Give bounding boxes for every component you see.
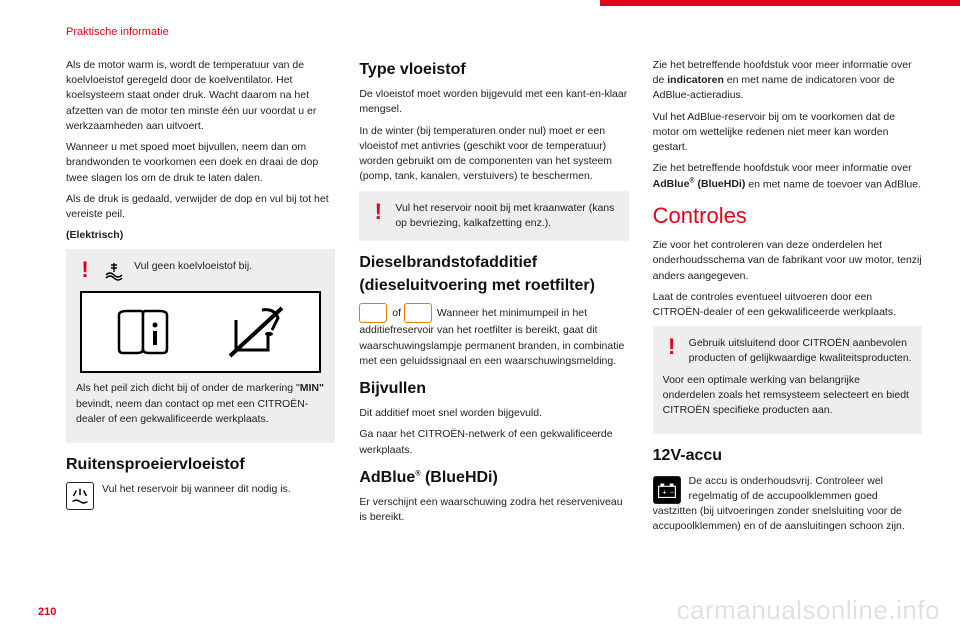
coolant-icon [102, 259, 126, 283]
paragraph: Als de motor warm is, wordt de temperatu… [66, 58, 335, 134]
svg-text:−: − [669, 487, 673, 496]
infobox-text: Gebruik uitsluitend door CITROËN aanbevo… [689, 336, 912, 366]
paragraph: Vul het AdBlue-reservoir bij om te voork… [653, 110, 922, 156]
page-content: Als de motor warm is, wordt de temperatu… [66, 58, 922, 590]
info-box-coolant: ! Vul geen koelvloeistof bij. Als het pe… [66, 249, 335, 443]
paragraph: of Wanneer het minimumpeil in het additi… [359, 303, 628, 369]
battery-icon: +− [653, 476, 681, 504]
paragraph: Laat de controles eventueel uitvoeren do… [653, 290, 922, 320]
heading-ruitensproeier: Ruitensproeiervloeistof [66, 453, 335, 476]
paragraph: Dit additief moet snel worden bijgevuld. [359, 406, 628, 421]
info-box-producten: ! Gebruik uitsluitend door CITROËN aanbe… [653, 326, 922, 434]
book-icon [113, 305, 173, 359]
paragraph: De vloeistof moet worden bijgevuld met e… [359, 87, 628, 117]
heading-12v-accu: 12V-accu [653, 444, 922, 467]
warning-lamp-icon-1 [359, 303, 387, 323]
heading-diesel-additief: Dieselbrandstofadditief (dieseluitvoerin… [359, 251, 628, 297]
paragraph: +− De accu is onderhoudsvrij. Controleer… [653, 474, 922, 535]
paragraph: Er verschijnt een waarschuwing zodra het… [359, 495, 628, 525]
watermark: carmanualsonline.info [677, 595, 940, 626]
label-elektrisch: (Elektrisch) [66, 228, 335, 243]
page-number: 210 [38, 606, 56, 618]
section-header: Praktische informatie [66, 26, 169, 38]
warning-icon: ! [76, 259, 94, 281]
warning-icon: ! [369, 201, 387, 223]
infobox-text: Als het peil zich dicht bij of onder de … [76, 381, 325, 427]
label-of: of [392, 307, 401, 319]
no-fill-icon [224, 302, 288, 362]
paragraph: Ga naar het CITROËN-netwerk of een gekwa… [359, 427, 628, 457]
header-accent-bar [600, 0, 960, 6]
paragraph: Zie voor het controleren van deze onderd… [653, 238, 922, 284]
infobox-text: Voor een optimale werking van belangrijk… [663, 373, 912, 419]
infobox-text: Vul geen koelvloeistof bij. [134, 259, 252, 274]
paragraph: Zie het betreffende hoofdstuk voor meer … [653, 58, 922, 104]
heading-type-vloeistof: Type vloeistof [359, 58, 628, 81]
heading-controles: Controles [653, 200, 922, 232]
infobox-text: Vul het reservoir nooit bij met kraanwat… [395, 201, 618, 231]
paragraph: Als de druk is gedaald, verwijder de dop… [66, 192, 335, 222]
info-box-kraanwater: ! Vul het reservoir nooit bij met kraanw… [359, 191, 628, 241]
manual-diagram [80, 291, 321, 373]
heading-bijvullen: Bijvullen [359, 377, 628, 400]
svg-text:+: + [662, 487, 666, 496]
paragraph: Wanneer u met spoed moet bijvullen, neem… [66, 140, 335, 186]
paragraph: Zie het betreffende hoofdstuk voor meer … [653, 161, 922, 192]
paragraph: In de winter (bij temperaturen onder nul… [359, 124, 628, 185]
heading-adblue: AdBlue® (BlueHDi) [359, 466, 628, 489]
washer-fluid-icon [66, 482, 94, 510]
paragraph: Vul het reservoir bij wanneer dit nodig … [102, 482, 291, 497]
warning-icon: ! [663, 336, 681, 358]
warning-lamp-icon-2 [404, 303, 432, 323]
